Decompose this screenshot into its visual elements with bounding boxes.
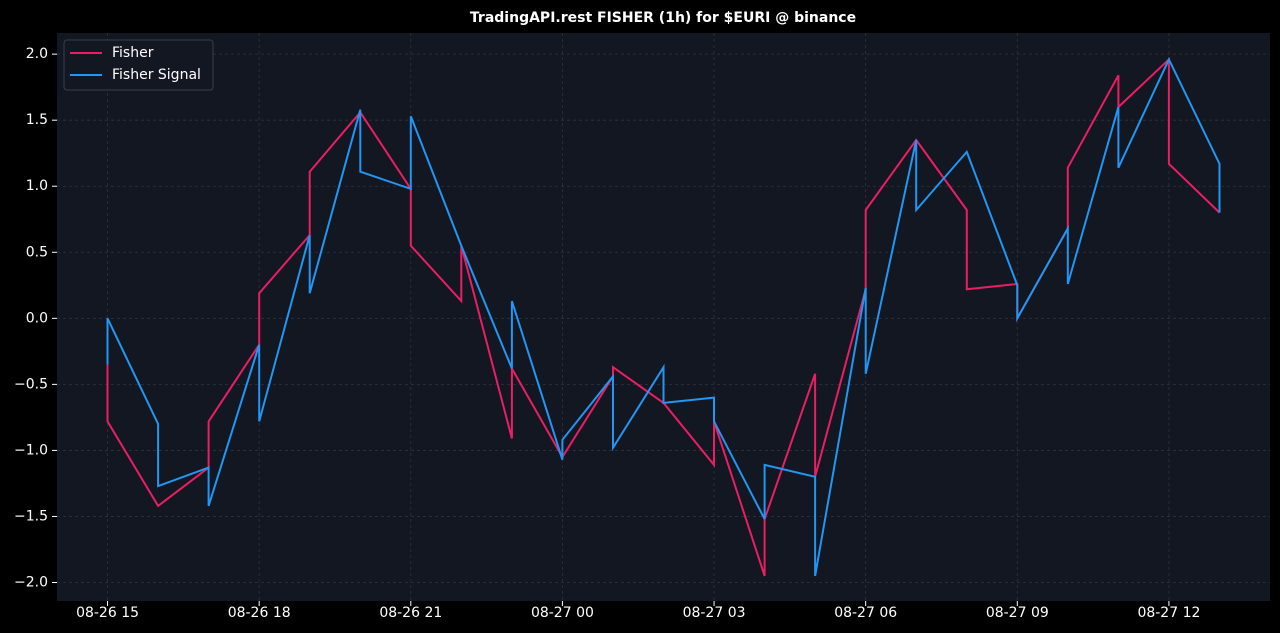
y-tick-label: −1.5 xyxy=(14,508,48,524)
y-tick-label: 1.5 xyxy=(26,112,48,128)
x-tick-label: 08-26 21 xyxy=(379,605,442,621)
legend-label: Fisher Signal xyxy=(112,67,201,83)
x-tick-label: 08-27 00 xyxy=(531,605,594,621)
legend-label: Fisher xyxy=(112,45,154,61)
x-tick-label: 08-26 18 xyxy=(228,605,291,621)
y-tick-label: −2.0 xyxy=(14,575,48,591)
x-tick-label: 08-26 15 xyxy=(76,605,139,621)
x-tick-label: 08-27 03 xyxy=(683,605,746,621)
x-tick-label: 08-27 06 xyxy=(834,605,897,621)
x-tick-label: 08-27 09 xyxy=(986,605,1049,621)
y-tick-label: 1.0 xyxy=(26,178,48,194)
y-tick-label: −0.5 xyxy=(14,376,48,392)
legend: Fisher Fisher Signal xyxy=(63,39,214,91)
plot-area xyxy=(57,33,1270,601)
y-tick-label: 0.0 xyxy=(26,310,48,326)
y-tick-label: 0.5 xyxy=(26,244,48,260)
chart-title: TradingAPI.rest FISHER (1h) for $EURI @ … xyxy=(470,10,856,26)
series-line xyxy=(106,57,1221,577)
y-tick-label: −1.0 xyxy=(14,442,48,458)
y-tick-label: 2.0 xyxy=(26,46,48,62)
x-tick-label: 08-27 12 xyxy=(1137,605,1200,621)
